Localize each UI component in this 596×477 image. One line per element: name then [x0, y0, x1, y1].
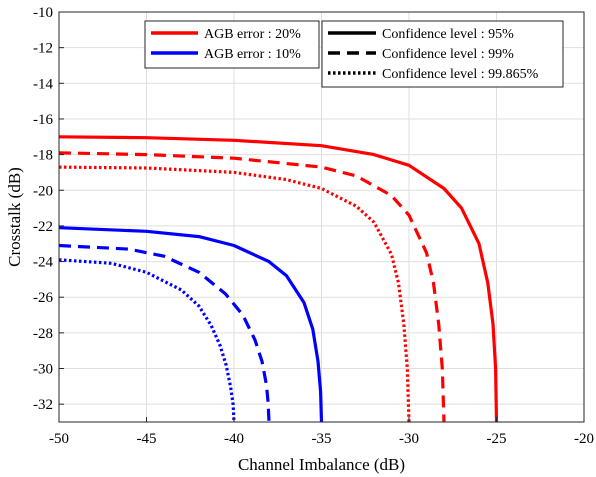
- legend-label: Confidence level : 99.865%: [382, 67, 539, 82]
- series-line-agb-20-confidence-99: [58, 151, 446, 423]
- x-tick-label: -20: [574, 431, 594, 447]
- y-tick-label: -28: [33, 326, 53, 342]
- y-tick-label: -10: [33, 5, 53, 21]
- legend-label: Confidence level : 95%: [382, 27, 514, 42]
- y-tick-label: -22: [33, 219, 53, 235]
- legend-label: AGB error : 20%: [204, 27, 301, 42]
- axis-ticks: -50 -45 -40 -35 -30 -25 -20 -10 -12 -14 -16 -18 -20 -…: [33, 5, 594, 447]
- x-tick-label: -35: [312, 431, 332, 447]
- x-tick-label: -40: [224, 431, 244, 447]
- y-axis-label: Crosstalk (dB): [5, 167, 24, 267]
- y-tick-label: -18: [33, 148, 53, 164]
- y-tick-label: -12: [33, 41, 53, 57]
- series-lines: [58, 135, 499, 423]
- series-line-agb-20-confidence-95: [58, 135, 499, 423]
- y-tick-label: -14: [33, 76, 53, 92]
- series-line-agb-10-confidence-95: [58, 226, 324, 423]
- series-line-agb-20-confidence-99-865: [58, 165, 411, 423]
- legend-box: [144, 20, 320, 69]
- y-tick-label: -16: [33, 112, 53, 128]
- x-axis-label: Channel Imbalance (dB): [238, 455, 405, 474]
- legend-confidence-level: Confidence level : 95% Confidence level :…: [321, 20, 564, 88]
- legend-agb-error: AGB error : 20% AGB error : 10%: [144, 20, 320, 69]
- x-tick-label: -50: [49, 431, 69, 447]
- y-tick-label: -20: [33, 183, 53, 199]
- legend-label: AGB error : 10%: [204, 47, 301, 62]
- x-tick-label: -45: [137, 431, 157, 447]
- legend-label: Confidence level : 99%: [382, 47, 514, 62]
- series-line-agb-10-confidence-99: [58, 243, 271, 423]
- x-tick-label: -30: [399, 431, 419, 447]
- x-tick-label: -25: [487, 431, 507, 447]
- y-tick-label: -26: [33, 290, 53, 306]
- y-tick-label: -32: [33, 397, 53, 413]
- series-line-agb-10-confidence-99-865: [58, 258, 236, 423]
- y-tick-label: -24: [33, 255, 53, 271]
- y-tick-label: -30: [33, 362, 53, 378]
